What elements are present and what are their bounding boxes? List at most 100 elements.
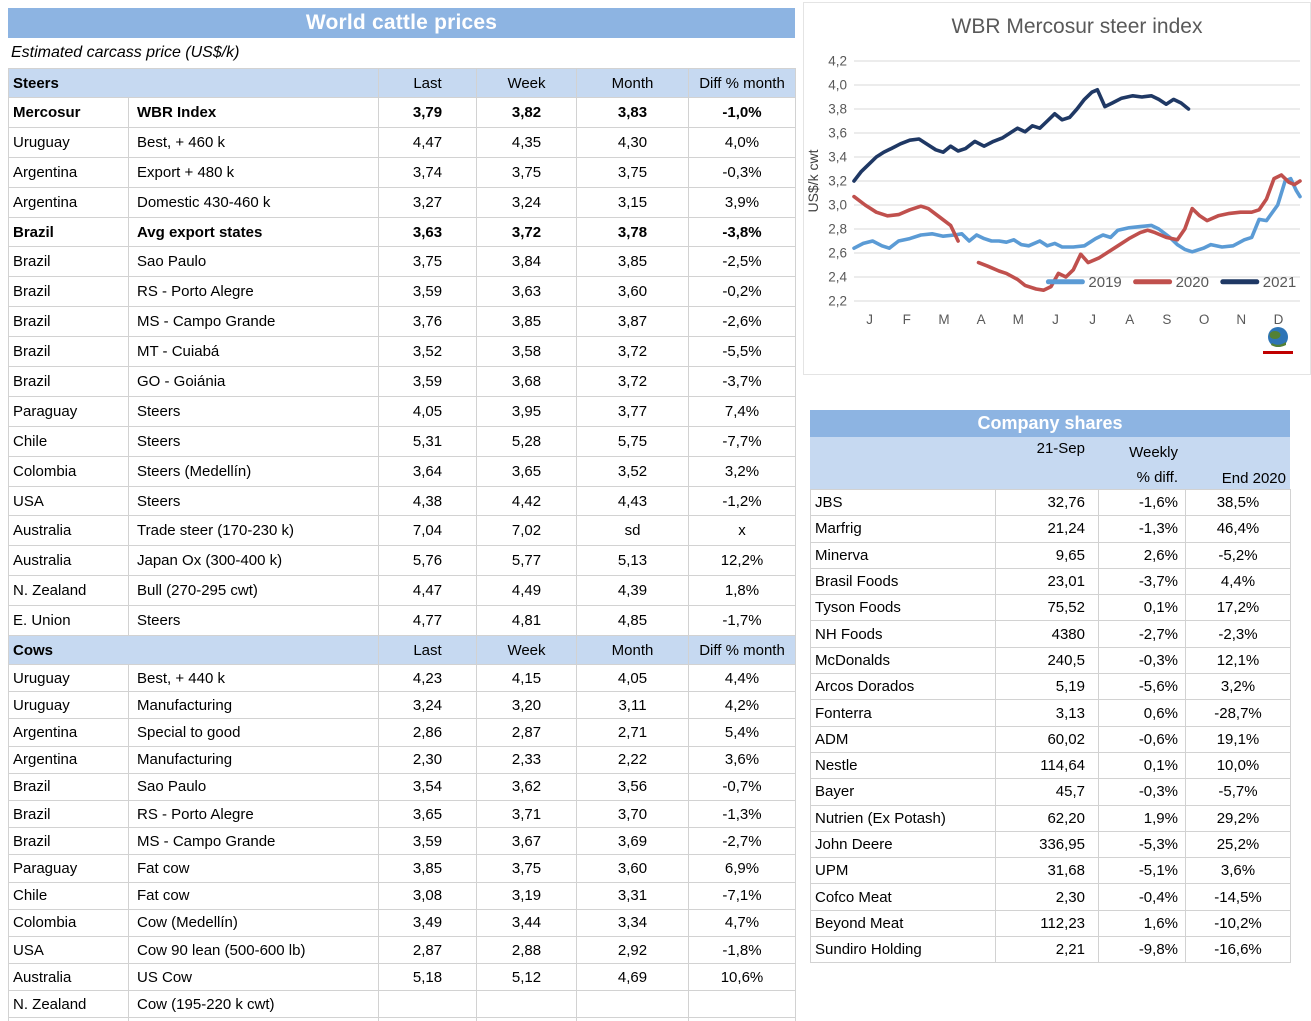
- weekly-diff-cell: -5,6%: [1098, 673, 1186, 701]
- table-row: Argentina Manufacturing 2,30 2,33 2,22 3,6%: [8, 745, 796, 774]
- month-cell: 2,22: [576, 745, 689, 774]
- country-cell: Paraguay: [8, 854, 129, 883]
- country-cell: Argentina: [8, 186, 129, 218]
- month-cell: 3,72: [576, 366, 689, 397]
- price-cell: 336,95: [995, 830, 1099, 859]
- logo-wordmark: [1263, 351, 1293, 354]
- month-cell: 3,69: [576, 827, 689, 856]
- last-cell: 3,59: [378, 827, 477, 856]
- last-cell: 2,30: [378, 745, 477, 774]
- end-2020-cell: -5,2%: [1185, 541, 1291, 569]
- table-row: Sundiro Holding 2,21 -9,8% -16,6%: [810, 936, 1291, 964]
- description-cell: Steers: [128, 605, 379, 637]
- country-cell: Uruguay: [8, 126, 129, 158]
- diff-cell: -7,7%: [688, 425, 796, 457]
- company-name-cell: Sundiro Holding: [810, 936, 996, 964]
- diff-cell: -1,0%: [688, 97, 796, 128]
- weekly-diff-cell: -0,3%: [1098, 778, 1186, 806]
- diff-cell: -1,3%: [688, 799, 796, 829]
- country-cell: Colombia: [8, 908, 129, 937]
- description-cell: Special to good: [128, 718, 379, 747]
- last-cell: 4,47: [378, 575, 477, 607]
- country-cell: Brazil: [8, 276, 129, 308]
- description-cell: Sao Paulo: [128, 246, 379, 278]
- header-weekly-line1: Weekly: [1129, 444, 1178, 461]
- table-row: Mercosur WBR Index 3,79 3,82 3,83 -1,0%: [8, 97, 796, 128]
- country-cell: Colombia: [8, 455, 129, 487]
- company-name-cell: McDonalds: [810, 646, 996, 675]
- end-2020-cell: -28,7%: [1185, 699, 1291, 727]
- section-label: Steers: [8, 68, 379, 98]
- legend-label-2019: 2019: [1088, 274, 1121, 291]
- table-row: Chile Fat cow 3,08 3,19 3,31 -7,1%: [8, 881, 796, 910]
- month-cell: 5,13: [576, 545, 689, 577]
- company-name-cell: Fonterra: [810, 699, 996, 727]
- week-cell: 2,33: [476, 745, 577, 774]
- company-name-cell: Beyond Meat: [810, 909, 996, 938]
- last-cell: 3,08: [378, 881, 477, 910]
- table-row: Australia Japan Ox (300-400 k) 5,76 5,77 5,1…: [8, 545, 796, 577]
- table-row: NH Foods 4380 -2,7% -2,3%: [810, 620, 1291, 648]
- subtitle: Estimated carcass price (US$/k): [11, 44, 240, 61]
- end-2020-cell: -10,2%: [1185, 909, 1291, 938]
- last-cell: 3,27: [378, 186, 477, 218]
- last-cell: [378, 990, 477, 1019]
- month-cell: 3,83: [576, 97, 689, 128]
- column-header-week: Week: [476, 68, 577, 98]
- last-cell: 4,23: [378, 664, 477, 693]
- price-cell: 3,13: [995, 699, 1099, 727]
- week-cell: 3,72: [476, 216, 577, 248]
- week-cell: 3,71: [476, 799, 577, 829]
- end-2020-cell: 4,4%: [1185, 567, 1291, 596]
- table-row: N. Zealand Bull (270-295 cwt) 4,47 4,49 4,39…: [8, 575, 796, 607]
- price-cell: 75,52: [995, 594, 1099, 622]
- header-end-2020: End 2020: [1221, 470, 1286, 487]
- table-row: Uruguay Manufacturing 3,24 3,20 3,11 4,2%: [8, 691, 796, 720]
- weekly-diff-cell: 1,6%: [1098, 909, 1186, 938]
- diff-cell: [688, 1017, 796, 1021]
- diff-cell: 7,4%: [688, 395, 796, 427]
- table-row: Colombia Cow (Medellín) 3,49 3,44 3,34 4,7%: [8, 908, 796, 937]
- company-shares-table: JBS 32,76 -1,6% 38,5% Marfrig 21,24 -1,3% 46,4%…: [810, 488, 1291, 964]
- table-row: E. UnionCow: [8, 1017, 796, 1021]
- section-header-row: Steers Last Week Month Diff % month: [8, 68, 796, 98]
- last-cell: 3,79: [378, 97, 477, 128]
- last-cell: 3,24: [378, 691, 477, 720]
- table-row: E. Union Steers 4,77 4,81 4,85 -1,7%: [8, 605, 796, 637]
- last-cell: 7,04: [378, 515, 477, 547]
- description-cell: WBR Index: [128, 97, 379, 128]
- description-cell: MT - Cuiabá: [128, 336, 379, 368]
- country-cell: Argentina: [8, 718, 129, 747]
- table-row: USA Cow 90 lean (500-600 lb) 2,87 2,88 2,92-…: [8, 935, 796, 965]
- x-tick-label-month: S: [1162, 312, 1171, 327]
- description-cell: Manufacturing: [128, 745, 379, 774]
- diff-cell: -1,7%: [688, 605, 796, 637]
- end-2020-cell: 17,2%: [1185, 594, 1291, 622]
- weekly-diff-cell: -5,1%: [1098, 857, 1186, 885]
- country-cell: Brazil: [8, 336, 129, 368]
- last-cell: 4,38: [378, 485, 477, 517]
- price-cell: 5,19: [995, 673, 1099, 701]
- month-cell: 3,77: [576, 395, 689, 427]
- x-tick-label-month: F: [903, 312, 911, 327]
- week-cell: 4,35: [476, 126, 577, 158]
- globe-land-shape: [1269, 331, 1281, 339]
- table-row: UPM 31,68 -5,1% 3,6%: [810, 857, 1291, 885]
- y-tick-label: 2,6: [828, 246, 847, 261]
- x-tick-label-month: A: [977, 312, 986, 327]
- weekly-diff-cell: -3,7%: [1098, 567, 1186, 596]
- company-name-cell: Minerva: [810, 541, 996, 569]
- table-row: Brasil Foods 23,01 -3,7% 4,4%: [810, 567, 1291, 596]
- end-2020-cell: -14,5%: [1185, 883, 1291, 911]
- table-row: Australia US Cow 5,18 5,12 4,69 10,6%: [8, 963, 796, 992]
- table-row: Brazil MT - Cuiabá 3,52 3,58 3,72 -5,5%: [8, 336, 796, 368]
- description-cell: Export + 480 k: [128, 156, 379, 188]
- company-shares-title: Company shares: [810, 410, 1290, 437]
- last-cell: 5,76: [378, 545, 477, 577]
- end-2020-cell: 46,4%: [1185, 515, 1291, 543]
- country-cell: Chile: [8, 425, 129, 457]
- country-cell: Uruguay: [8, 664, 129, 693]
- company-name-cell: Brasil Foods: [810, 567, 996, 596]
- country-cell: USA: [8, 485, 129, 517]
- description-cell: MS - Campo Grande: [128, 306, 379, 338]
